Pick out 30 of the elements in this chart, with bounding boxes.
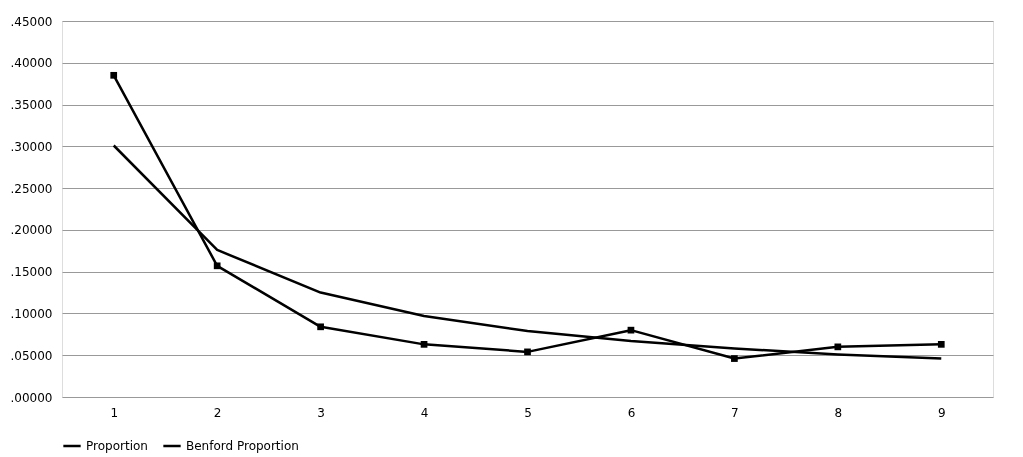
x-tick-label: 6 bbox=[627, 405, 636, 420]
y-tick-label: .40000 bbox=[10, 56, 53, 71]
y-tick-label: .10000 bbox=[10, 306, 53, 321]
point bbox=[110, 71, 118, 79]
point bbox=[834, 343, 842, 351]
y-tick-label: .25000 bbox=[10, 181, 53, 196]
x-tick-label: 7 bbox=[731, 405, 739, 420]
x-tick-label: 8 bbox=[834, 405, 843, 420]
y-tick-label: .20000 bbox=[10, 223, 53, 238]
x-tick-label: 2 bbox=[213, 405, 222, 420]
x-tick-label: 4 bbox=[420, 405, 429, 420]
y-tick-label: .35000 bbox=[10, 98, 53, 113]
point bbox=[524, 348, 531, 356]
x-tick-label: 3 bbox=[317, 405, 325, 420]
point bbox=[317, 323, 324, 331]
point bbox=[731, 355, 738, 362]
y-tick-label: .05000 bbox=[10, 348, 53, 363]
y-tick-label: .15000 bbox=[10, 265, 53, 280]
x-tick-label: 1 bbox=[110, 405, 119, 420]
y-tick-label: .30000 bbox=[10, 139, 53, 154]
point bbox=[213, 262, 221, 270]
point bbox=[627, 326, 635, 334]
point bbox=[937, 341, 945, 348]
y-tick-label: .45000 bbox=[10, 14, 53, 29]
legend-label: Benford Proportion bbox=[186, 439, 299, 453]
legend-label: Proportion bbox=[86, 439, 148, 453]
x-tick-label: 5 bbox=[524, 405, 532, 420]
x-tick-label: 9 bbox=[937, 405, 946, 420]
y-tick-label: .00000 bbox=[10, 390, 53, 405]
point bbox=[420, 341, 428, 348]
